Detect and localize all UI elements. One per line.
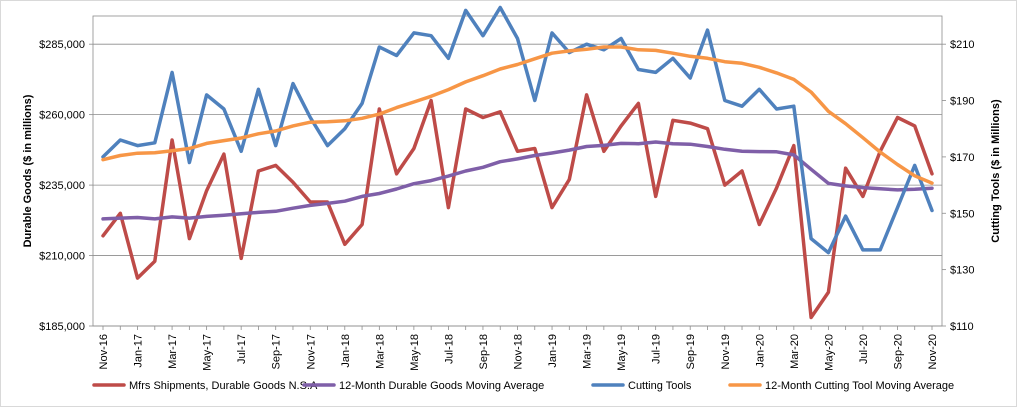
- x-tick-label: Jul-18: [443, 334, 455, 364]
- legend: Mfrs Shipments, Durable Goods N.S.A 12-Mo…: [92, 380, 954, 392]
- series-line-12-month-durable-goods-moving-average: [101, 140, 934, 221]
- left-tick-label: $285,000: [39, 39, 85, 51]
- left-tick-label: $210,000: [39, 251, 85, 263]
- left-tick-label: $260,000: [39, 110, 85, 122]
- x-tick-label: May-20: [823, 334, 835, 371]
- left-axis-title: Durable Goods ($ in millions): [22, 94, 34, 247]
- series-line-12-month-cutting-tool-moving-average: [101, 45, 934, 185]
- x-tick-label: Sep-17: [271, 334, 283, 369]
- left-axis-ticks: $185,000 $210,000 $235,000 $260,000 $285,000: [39, 39, 93, 333]
- right-tick-label: $210: [950, 39, 974, 51]
- right-tick-label: $110: [950, 321, 974, 333]
- x-tick-label: Sep-18: [478, 334, 490, 369]
- left-tick-label: $235,000: [39, 180, 85, 192]
- x-tick-label: May-19: [616, 334, 628, 371]
- x-tick-label: May-17: [202, 334, 214, 371]
- x-tick-label: Mar-19: [582, 334, 594, 369]
- x-tick-label: Nov-18: [513, 334, 525, 369]
- x-tick-label: Jan-18: [340, 334, 352, 368]
- x-tick-label: Jul-20: [858, 334, 870, 364]
- x-axis-ticks: Nov-16 Jan-17 Mar-17 May-17 Jul-17 Sep-17 Nov-…: [98, 326, 939, 371]
- right-tick-label: $150: [950, 208, 974, 220]
- legend-label: 12-Month Cutting Tool Moving Average: [765, 380, 954, 392]
- x-tick-label: Nov-19: [720, 334, 732, 369]
- x-tick-label: Nov-20: [927, 334, 939, 369]
- x-tick-label: Mar-20: [789, 334, 801, 369]
- x-tick-label: May-18: [409, 334, 421, 371]
- series-lines: [101, 5, 934, 320]
- legend-label: Cutting Tools: [628, 380, 692, 392]
- x-tick-label: Jul-17: [236, 334, 248, 364]
- left-tick-label: $185,000: [39, 321, 85, 333]
- x-tick-label: Sep-19: [685, 334, 697, 369]
- series-line-cutting-tools: [101, 5, 934, 255]
- x-tick-label: Mar-17: [167, 334, 179, 369]
- legend-label: 12-Month Durable Goods Moving Average: [339, 380, 544, 392]
- right-tick-label: $190: [950, 96, 974, 108]
- right-axis-ticks: $110 $130 $150 $170 $190 $210: [942, 39, 974, 333]
- right-axis-title: Cutting Tools ($ in Millions): [990, 99, 1002, 243]
- x-tick-label: Mar-18: [374, 334, 386, 369]
- x-tick-label: Jan-19: [547, 334, 559, 368]
- x-tick-label: Sep-20: [892, 334, 904, 369]
- x-tick-label: Nov-17: [305, 334, 317, 369]
- x-tick-label: Nov-16: [98, 334, 110, 369]
- x-tick-label: Jul-19: [651, 334, 663, 364]
- right-tick-label: $170: [950, 152, 974, 164]
- gridlines: [93, 43, 942, 327]
- right-tick-label: $130: [950, 265, 974, 277]
- x-tick-label: Jan-20: [754, 334, 766, 368]
- legend-label: Mfrs Shipments, Durable Goods N.S.A: [129, 380, 318, 392]
- series-line-mfrs-shipments-durable-goods-n-s-a: [101, 93, 934, 320]
- x-tick-label: Jan-17: [133, 334, 145, 368]
